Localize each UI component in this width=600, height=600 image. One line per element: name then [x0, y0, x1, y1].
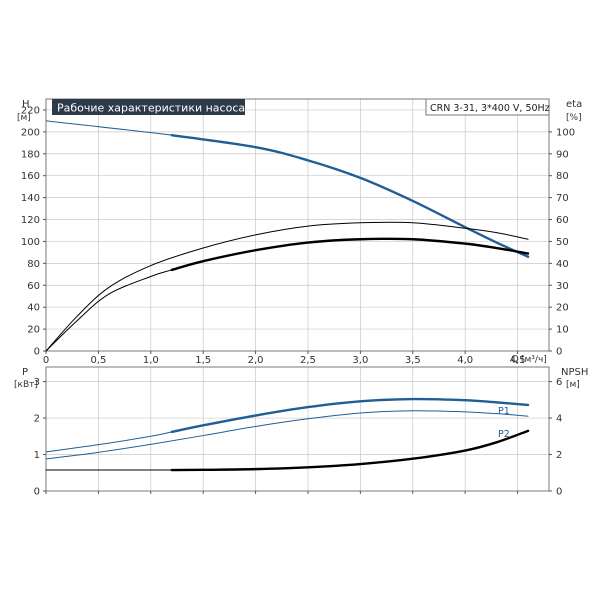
model-label-box — [425, 98, 550, 116]
y-axis-eta-label: eta — [566, 99, 582, 110]
x-tick-label: 0 — [43, 355, 49, 366]
y-right-tick-label: 2 — [556, 450, 562, 461]
y-axis-p-unit: [кВт] — [14, 380, 38, 390]
bottom-curve-0 — [45, 398, 529, 453]
y-axis-npsh-unit: [м] — [566, 380, 580, 390]
model-label: CRN 3-31, 3*400 V, 50Hz — [430, 103, 550, 114]
tick-layer: 0 0,5 1,0 1,5 2,0 2,5 3,0 3,5 4,0 4,5020406080100… — [21, 105, 575, 497]
top-curve-2-duty-range — [170, 237, 530, 272]
plot-frames — [45, 98, 550, 492]
x-tick-label: 3,0 — [352, 355, 368, 366]
y-right-tick-label: 20 — [556, 303, 569, 314]
chart-title: Рабочие характеристики насоса — [57, 102, 245, 115]
y-right-tick-label: 90 — [556, 149, 569, 160]
y-right-tick-label: 6 — [556, 377, 562, 388]
series-label-p1: P1 — [498, 406, 510, 417]
series-label-p2: P2 — [498, 429, 510, 440]
y-left-tick-label: 220 — [21, 105, 40, 116]
y-left-tick-label: 40 — [27, 303, 40, 314]
top-curve-2 — [45, 238, 529, 352]
top-curve-0 — [45, 120, 529, 258]
top-plot-frame — [45, 98, 550, 352]
y-axis-h-label: H — [22, 99, 30, 110]
y-right-tick-label: 60 — [556, 215, 569, 226]
x-tick-label: 1,5 — [195, 355, 211, 366]
x-tick-label: 3,5 — [405, 355, 421, 366]
bottom-curve-2-duty-range — [170, 429, 530, 472]
bottom-curve-0-duty-range — [170, 397, 530, 434]
y-left-tick-label: 2 — [34, 414, 40, 425]
y-axis-npsh-label: NPSH — [561, 367, 588, 378]
y-left-tick-label: 140 — [21, 193, 40, 204]
x-tick-label: 2,5 — [300, 355, 316, 366]
y-left-tick-label: 80 — [27, 259, 40, 270]
top-curve-0-duty-range — [170, 133, 530, 258]
y-right-tick-label: 10 — [556, 325, 569, 336]
x-axis-q-label: Q — [511, 354, 519, 365]
y-right-tick-label: 30 — [556, 281, 569, 292]
y-right-tick-label: 0 — [556, 347, 562, 358]
y-right-tick-label: 70 — [556, 193, 569, 204]
y-right-tick-label: 40 — [556, 259, 569, 270]
y-left-tick-label: 20 — [27, 325, 40, 336]
y-right-tick-label: 50 — [556, 237, 569, 248]
bottom-curve-2 — [45, 430, 529, 471]
y-left-tick-label: 100 — [21, 237, 40, 248]
y-left-tick-label: 120 — [21, 215, 40, 226]
y-left-tick-label: 60 — [27, 281, 40, 292]
bottom-plot-frame — [45, 366, 550, 492]
y-left-tick-label: 1 — [34, 450, 40, 461]
x-tick-label: 2,0 — [248, 355, 264, 366]
y-right-tick-label: 0 — [556, 487, 562, 498]
y-left-tick-label: 3 — [34, 377, 40, 388]
y-axis-h-unit: [м] — [17, 113, 31, 123]
x-tick-label: 0,5 — [90, 355, 106, 366]
x-axis-q-unit: [м³/ч] — [521, 355, 547, 365]
x-tick-label: 4,5 — [510, 355, 526, 366]
y-left-tick-label: 0 — [34, 347, 40, 358]
y-axis-p-label: P — [22, 367, 28, 378]
y-left-tick-label: 0 — [34, 487, 40, 498]
x-tick-label: 4,0 — [457, 355, 473, 366]
bottom-curve-1 — [45, 410, 529, 460]
curve-layer — [45, 120, 530, 472]
y-left-tick-label: 200 — [21, 127, 40, 138]
y-right-tick-label: 100 — [556, 127, 575, 138]
y-left-tick-label: 180 — [21, 149, 40, 160]
x-tick-label: 1,0 — [143, 355, 159, 366]
y-axis-eta-unit: [%] — [566, 113, 582, 123]
y-right-tick-label: 80 — [556, 171, 569, 182]
chart-title-box — [52, 99, 245, 115]
top-curve-1 — [45, 221, 529, 352]
y-left-tick-label: 160 — [21, 171, 40, 182]
y-right-tick-label: 4 — [556, 414, 562, 425]
